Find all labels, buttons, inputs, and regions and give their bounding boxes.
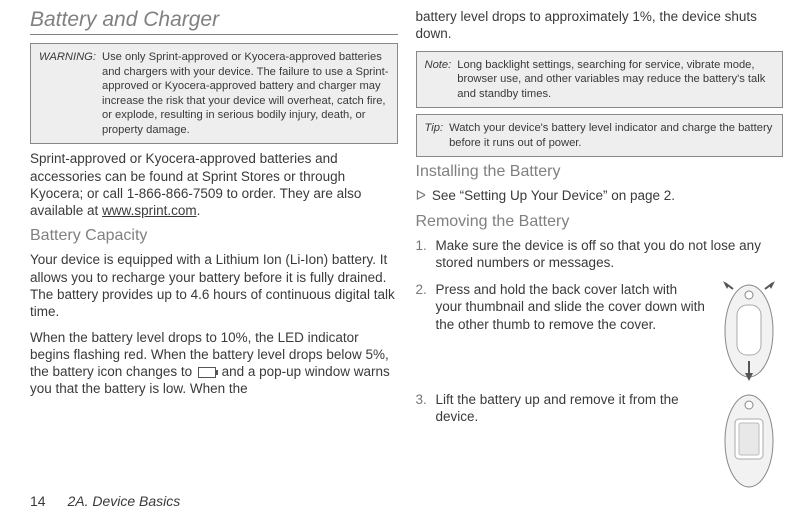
- list-item: 2. Press and hold the back cover latch w…: [416, 281, 784, 381]
- two-column-layout: Battery and Charger WARNING: Use only Sp…: [30, 8, 783, 501]
- intro-paragraph: Sprint-approved or Kyocera-approved batt…: [30, 150, 398, 219]
- battery-icon: [198, 367, 216, 378]
- see-row: ᐅ See “Setting Up Your Device” on page 2…: [416, 187, 784, 204]
- list-item: 3. Lift the battery up and remove it fro…: [416, 391, 784, 491]
- installing-heading: Installing the Battery: [416, 163, 784, 181]
- step-number: 2.: [416, 281, 430, 381]
- note-box: Note: Long backlight settings, searching…: [416, 51, 784, 109]
- triangle-bullet-icon: ᐅ: [416, 187, 426, 204]
- continued-paragraph: battery level drops to approximately 1%,…: [416, 8, 784, 43]
- removing-heading: Removing the Battery: [416, 213, 784, 231]
- note-text: Long backlight settings, searching for s…: [457, 58, 774, 102]
- list-item: 1. Make sure the device is off so that y…: [416, 237, 784, 272]
- removal-steps: 1. Make sure the device is off so that y…: [416, 237, 784, 492]
- tip-box: Tip: Watch your device's battery level i…: [416, 114, 784, 157]
- tip-label: Tip:: [425, 121, 444, 150]
- sprint-link[interactable]: www.sprint.com: [102, 203, 197, 218]
- right-column: battery level drops to approximately 1%,…: [416, 8, 784, 501]
- left-column: Battery and Charger WARNING: Use only Sp…: [30, 8, 398, 501]
- see-text: See “Setting Up Your Device” on page 2.: [432, 187, 675, 204]
- section-title: Battery and Charger: [30, 8, 398, 35]
- warning-label: WARNING:: [39, 50, 96, 137]
- tip-text: Watch your device's battery level indica…: [449, 121, 774, 150]
- step-text: Lift the battery up and remove it from t…: [436, 391, 706, 491]
- battery-capacity-heading: Battery Capacity: [30, 227, 398, 245]
- capacity-paragraph: Your device is equipped with a Lithium I…: [30, 251, 398, 320]
- intro-text-b: .: [197, 203, 201, 218]
- step-number: 1.: [416, 237, 430, 272]
- page-number: 14: [30, 493, 46, 509]
- step-number: 3.: [416, 391, 430, 491]
- warning-box: WARNING: Use only Sprint-approved or Kyo…: [30, 43, 398, 144]
- warning-text: Use only Sprint-approved or Kyocera-appr…: [102, 50, 389, 137]
- device-remove-battery-icon: [715, 391, 783, 491]
- low-battery-paragraph: When the battery level drops to 10%, the…: [30, 329, 398, 398]
- device-back-cover-icon: [715, 281, 783, 381]
- page-footer: 14 2A. Device Basics: [30, 493, 180, 509]
- step-text: Make sure the device is off so that you …: [436, 237, 784, 272]
- note-label: Note:: [425, 58, 452, 102]
- step-text: Press and hold the back cover latch with…: [436, 281, 706, 381]
- chapter-title: 2A. Device Basics: [67, 493, 180, 509]
